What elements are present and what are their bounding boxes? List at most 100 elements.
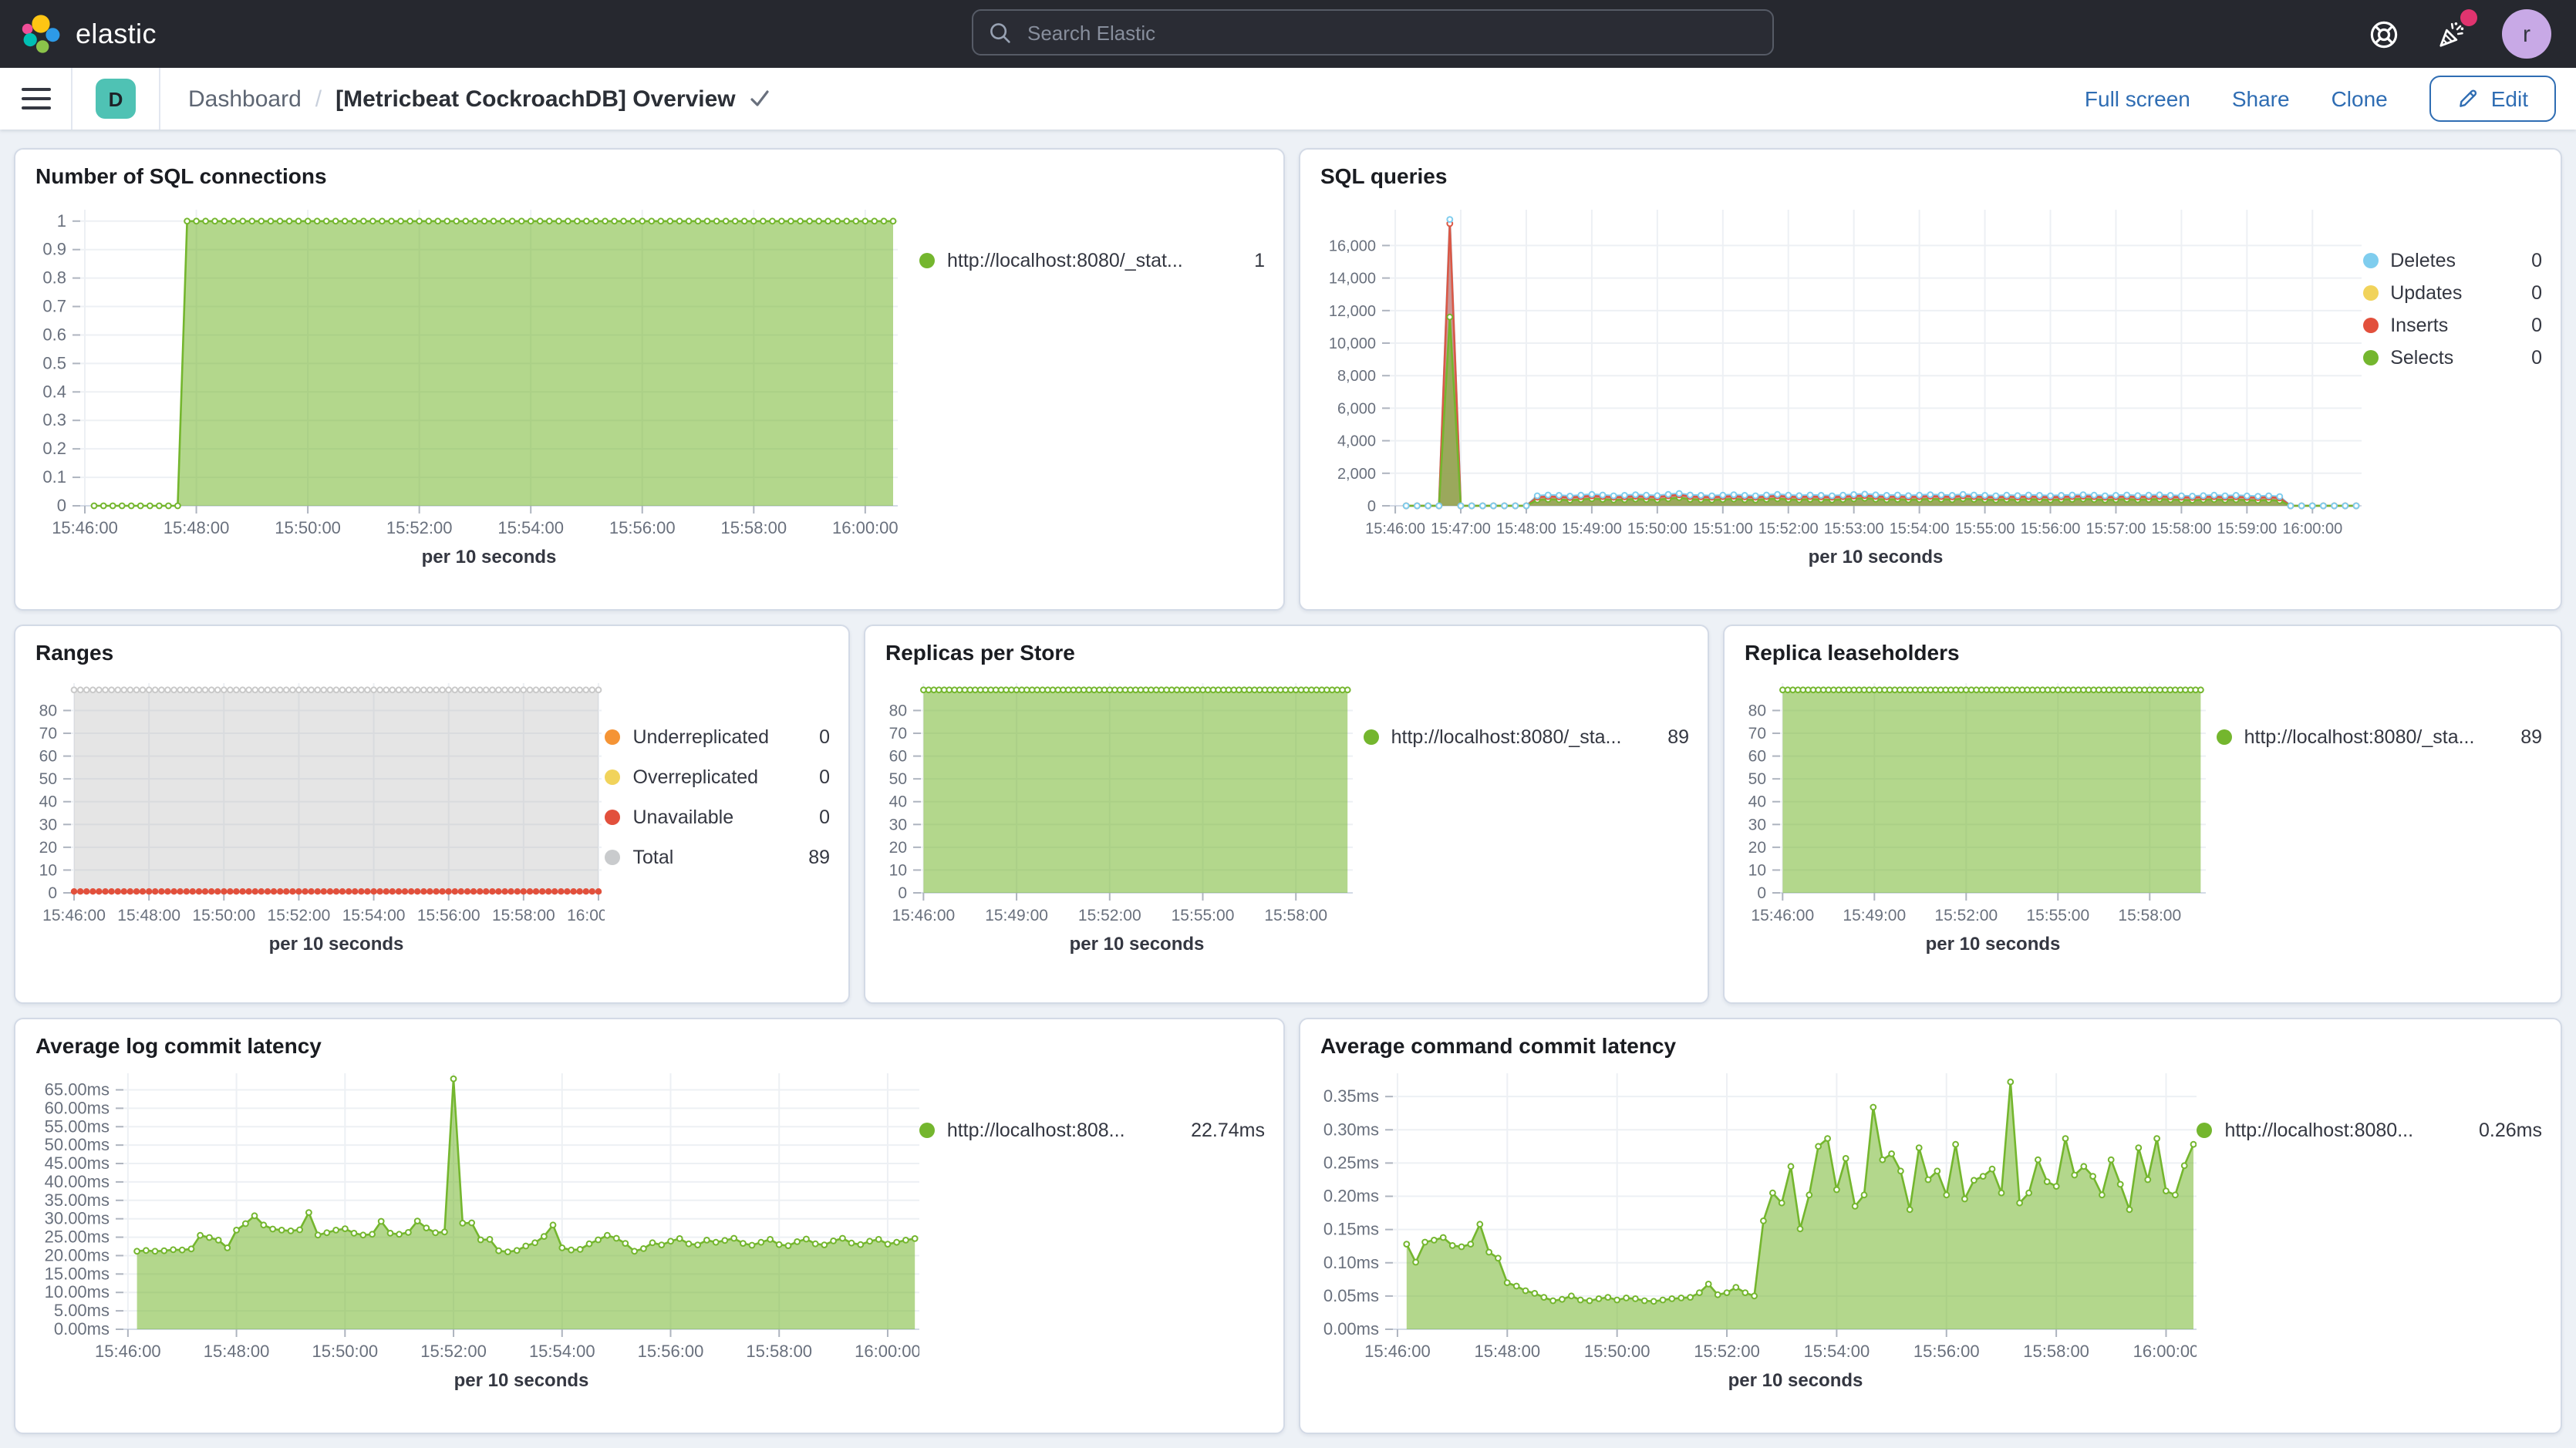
svg-text:0.00ms: 0.00ms bbox=[54, 1319, 110, 1339]
clone-button[interactable]: Clone bbox=[2331, 86, 2388, 111]
svg-text:70: 70 bbox=[889, 725, 907, 743]
chart-canvas-sql-connections[interactable]: 0 0.1 0.2 0.3 0.4 0.5 0.6 0.7 0.8 0.9 1 15:46:00 15:… bbox=[28, 191, 913, 574]
toolbar-divider bbox=[71, 68, 72, 130]
svg-text:15:55:00: 15:55:00 bbox=[1172, 907, 1235, 924]
legend-item[interactable]: Selects 0 bbox=[2362, 347, 2542, 369]
svg-text:30: 30 bbox=[39, 816, 57, 833]
legend-item[interactable]: Underreplicated 0 bbox=[605, 726, 830, 748]
x-axis-title: per 10 seconds bbox=[269, 934, 404, 955]
page-title: [Metricbeat CockroachDB] Overview bbox=[335, 86, 736, 112]
svg-text:40: 40 bbox=[39, 793, 57, 811]
svg-text:10: 10 bbox=[889, 861, 907, 879]
svg-text:16:00:00: 16:00:00 bbox=[2282, 520, 2342, 537]
legend-value: 22.74ms bbox=[1191, 1120, 1265, 1141]
chart-legend: http://localhost:808... 22.74ms bbox=[919, 1061, 1265, 1409]
search-input[interactable] bbox=[1024, 19, 1757, 45]
chart-legend: Underreplicated 0 Overreplicated 0 Unavailab… bbox=[605, 668, 830, 964]
menu-hamburger-icon[interactable] bbox=[0, 87, 71, 110]
legend-item[interactable]: http://localhost:808... 22.74ms bbox=[919, 1120, 1265, 1141]
svg-text:0.7: 0.7 bbox=[42, 297, 66, 316]
help-lifering-icon[interactable] bbox=[2366, 17, 2400, 51]
title-checkmark-icon[interactable] bbox=[750, 89, 770, 108]
svg-text:20: 20 bbox=[39, 839, 57, 857]
chart-legend: http://localhost:8080... 0.26ms bbox=[2197, 1061, 2542, 1409]
chart-canvas-avg-command-commit-latency[interactable]: 0.00ms 0.05ms 0.10ms 0.15ms 0.20ms 0.25ms 0.30… bbox=[1313, 1061, 2197, 1409]
legend-label: Total bbox=[632, 847, 674, 868]
legend-value: 0 bbox=[819, 766, 830, 788]
svg-text:30: 30 bbox=[889, 816, 907, 833]
chart-canvas-ranges[interactable]: 0 10 20 30 40 50 60 70 80 15:46:00 15:48:00 15:50:0… bbox=[28, 668, 605, 964]
legend-color-dot bbox=[2362, 285, 2379, 301]
panel-replica-leaseholders: Replica leaseholders 0 10 20 30 40 50 60 70 80 15:… bbox=[1723, 625, 2562, 1004]
legend-color-dot bbox=[605, 769, 621, 785]
legend-value: 89 bbox=[2520, 726, 2542, 748]
breadcrumb-dashboard-link[interactable]: Dashboard bbox=[188, 86, 302, 112]
svg-text:30: 30 bbox=[1748, 816, 1766, 833]
legend-item[interactable]: http://localhost:8080/_sta... 89 bbox=[2216, 726, 2542, 748]
search-icon bbox=[990, 22, 1010, 42]
panel-title: Average log commit latency bbox=[35, 1033, 322, 1058]
svg-text:8,000: 8,000 bbox=[1337, 368, 1376, 385]
legend-item[interactable]: Inserts 0 bbox=[2362, 315, 2542, 336]
svg-text:50.00ms: 50.00ms bbox=[45, 1135, 110, 1154]
svg-text:0.2: 0.2 bbox=[42, 439, 66, 458]
legend-color-dot bbox=[2362, 350, 2379, 365]
svg-text:0.1: 0.1 bbox=[42, 467, 66, 487]
elastic-brand[interactable]: elastic bbox=[20, 13, 157, 55]
share-button[interactable]: Share bbox=[2231, 86, 2290, 111]
legend-item[interactable]: Updates 0 bbox=[2362, 282, 2542, 304]
svg-text:15:50:00: 15:50:00 bbox=[192, 907, 255, 924]
full-screen-button[interactable]: Full screen bbox=[2084, 86, 2190, 111]
svg-text:0.10ms: 0.10ms bbox=[1323, 1253, 1379, 1272]
svg-text:15:56:00: 15:56:00 bbox=[417, 907, 480, 924]
elastic-logo-icon bbox=[22, 14, 60, 52]
svg-text:16:00:00: 16:00:00 bbox=[567, 907, 605, 924]
legend-item[interactable]: Deletes 0 bbox=[2362, 250, 2542, 271]
user-avatar[interactable]: r bbox=[2502, 9, 2551, 59]
svg-text:50: 50 bbox=[1748, 770, 1766, 788]
edit-button[interactable]: Edit bbox=[2429, 76, 2556, 122]
legend-value: 1 bbox=[1254, 250, 1265, 271]
svg-text:15:50:00: 15:50:00 bbox=[1584, 1342, 1650, 1361]
svg-text:15:57:00: 15:57:00 bbox=[2086, 520, 2146, 537]
svg-text:0: 0 bbox=[1757, 884, 1766, 902]
svg-text:15:48:00: 15:48:00 bbox=[1474, 1342, 1540, 1361]
panel-row-2: Ranges 0 10 20 30 40 50 60 70 80 15:46:00 15:48:00 1… bbox=[14, 625, 2562, 1004]
legend-label: Overreplicated bbox=[632, 766, 759, 788]
svg-text:15:58:00: 15:58:00 bbox=[2118, 907, 2181, 924]
svg-text:15:49:00: 15:49:00 bbox=[1843, 907, 1906, 924]
global-search-bar[interactable] bbox=[972, 9, 1774, 56]
legend-label: http://localhost:8080/_sta... bbox=[1391, 726, 1622, 748]
whats-new-party-popper-icon[interactable] bbox=[2434, 9, 2477, 51]
x-axis-title: per 10 seconds bbox=[1070, 934, 1205, 955]
svg-text:70: 70 bbox=[39, 725, 57, 743]
chart-canvas-replica-leaseholders[interactable]: 0 10 20 30 40 50 60 70 80 15:46:00 15:49:00 15:52:0… bbox=[1737, 668, 2217, 964]
svg-text:15:51:00: 15:51:00 bbox=[1693, 520, 1753, 537]
dashboard-app-badge[interactable]: D bbox=[96, 79, 136, 119]
notification-dot bbox=[2460, 9, 2477, 26]
legend-item[interactable]: http://localhost:8080/_stat... 1 bbox=[919, 250, 1265, 271]
legend-value: 0.26ms bbox=[2479, 1120, 2542, 1141]
x-axis-title: per 10 seconds bbox=[1728, 1370, 1863, 1391]
svg-text:45.00ms: 45.00ms bbox=[45, 1153, 110, 1173]
chart-canvas-avg-log-commit-latency[interactable]: 0.00ms5.00ms10.00ms15.00ms20.00ms25.00ms… bbox=[28, 1061, 919, 1409]
legend-color-dot bbox=[605, 850, 621, 865]
svg-text:15:56:00: 15:56:00 bbox=[638, 1342, 704, 1361]
legend-item[interactable]: http://localhost:8080/_sta... 89 bbox=[1363, 726, 1689, 748]
legend-item[interactable]: http://localhost:8080... 0.26ms bbox=[2197, 1120, 2542, 1141]
svg-text:20: 20 bbox=[889, 839, 907, 857]
legend-item[interactable]: Unavailable 0 bbox=[605, 807, 830, 828]
svg-text:15:56:00: 15:56:00 bbox=[2021, 520, 2081, 537]
legend-item[interactable]: Total 89 bbox=[605, 847, 830, 868]
svg-text:70: 70 bbox=[1748, 725, 1766, 743]
svg-text:0: 0 bbox=[898, 884, 907, 902]
svg-text:15:58:00: 15:58:00 bbox=[746, 1342, 812, 1361]
svg-text:0.35ms: 0.35ms bbox=[1323, 1086, 1379, 1106]
chart-canvas-sql-queries[interactable]: 0 2,000 4,000 6,000 8,000 10,000 12,000 14,000 1… bbox=[1313, 191, 2362, 574]
chart-canvas-replicas-per-store[interactable]: 0 10 20 30 40 50 60 70 80 15:46:00 15:49:00 15:52:0… bbox=[878, 668, 1364, 964]
legend-label: http://localhost:8080/_stat... bbox=[947, 250, 1183, 271]
toolbar-actions: Full screen Share Clone Edit bbox=[2085, 76, 2556, 122]
legend-value: 0 bbox=[819, 807, 830, 828]
svg-text:5.00ms: 5.00ms bbox=[54, 1301, 110, 1320]
legend-item[interactable]: Overreplicated 0 bbox=[605, 766, 830, 788]
